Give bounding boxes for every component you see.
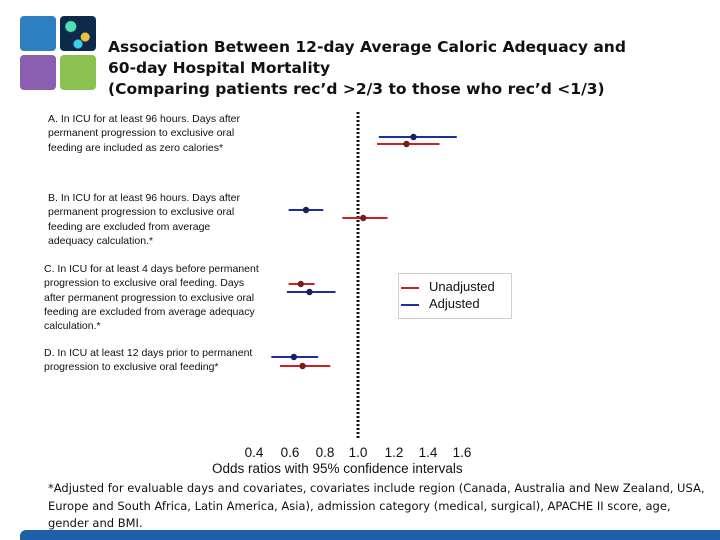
x-tick-label: 1.0	[348, 445, 368, 460]
ci-adjusted-d	[271, 353, 319, 361]
ci-unadjusted-c	[288, 280, 315, 288]
x-tick-label: 0.8	[315, 445, 335, 460]
logo-tile-cells-image	[60, 16, 96, 51]
ci-adjusted-c	[286, 288, 336, 296]
legend: Unadjusted Adjusted	[398, 273, 512, 319]
ci-adjusted-a	[378, 133, 457, 141]
x-tick-label: 1.2	[384, 445, 404, 460]
ci-unadjusted-d	[280, 362, 331, 370]
point-estimate	[306, 288, 313, 296]
point-estimate	[302, 206, 310, 214]
bottom-accent-bar	[20, 530, 720, 540]
ci-adjusted-b	[288, 206, 324, 214]
legend-swatch-adjusted	[401, 304, 419, 306]
logo-tile-green	[60, 55, 96, 90]
category-label-c: C. In ICU for at least 4 days before per…	[44, 263, 259, 333]
ci-unadjusted-a	[377, 140, 440, 148]
slide-title: Association Between 12-day Average Calor…	[108, 37, 628, 100]
point-estimate	[410, 133, 417, 141]
legend-item-adjusted: Adjusted	[399, 296, 511, 312]
legend-label-unadjusted: Unadjusted	[429, 279, 495, 294]
ci-unadjusted-b	[342, 214, 388, 222]
category-label-d: D. In ICU at least 12 days prior to perm…	[44, 347, 253, 374]
category-label-a: A. In ICU for at least 96 hours. Days af…	[48, 113, 240, 154]
point-estimate	[297, 280, 304, 288]
legend-swatch-unadjusted	[401, 287, 419, 289]
x-tick-label: 1.4	[418, 445, 438, 460]
x-axis-label: Odds ratios with 95% confidence interval…	[212, 461, 463, 476]
x-tick-label: 0.6	[280, 445, 300, 460]
footnote: *Adjusted for evaluable days and covaria…	[48, 481, 705, 530]
point-estimate	[403, 140, 410, 148]
logo-tiles	[20, 16, 98, 92]
legend-item-unadjusted: Unadjusted	[399, 279, 511, 295]
legend-label-adjusted: Adjusted	[429, 296, 480, 311]
x-tick-label: 1.6	[452, 445, 472, 460]
title-line-2: 60-day Hospital Mortality	[108, 59, 331, 77]
point-estimate	[290, 353, 298, 361]
title-line-3: (Comparing patients rec’d >2/3 to those …	[108, 80, 605, 98]
point-estimate	[299, 362, 306, 370]
x-tick-label: 0.4	[244, 445, 264, 460]
category-label-b: B. In ICU for at least 96 hours. Days af…	[48, 192, 240, 247]
logo-tile-purple	[20, 55, 56, 90]
title-line-1: Association Between 12-day Average Calor…	[108, 38, 626, 56]
logo-tile-blue	[20, 16, 56, 51]
point-estimate	[360, 214, 367, 222]
